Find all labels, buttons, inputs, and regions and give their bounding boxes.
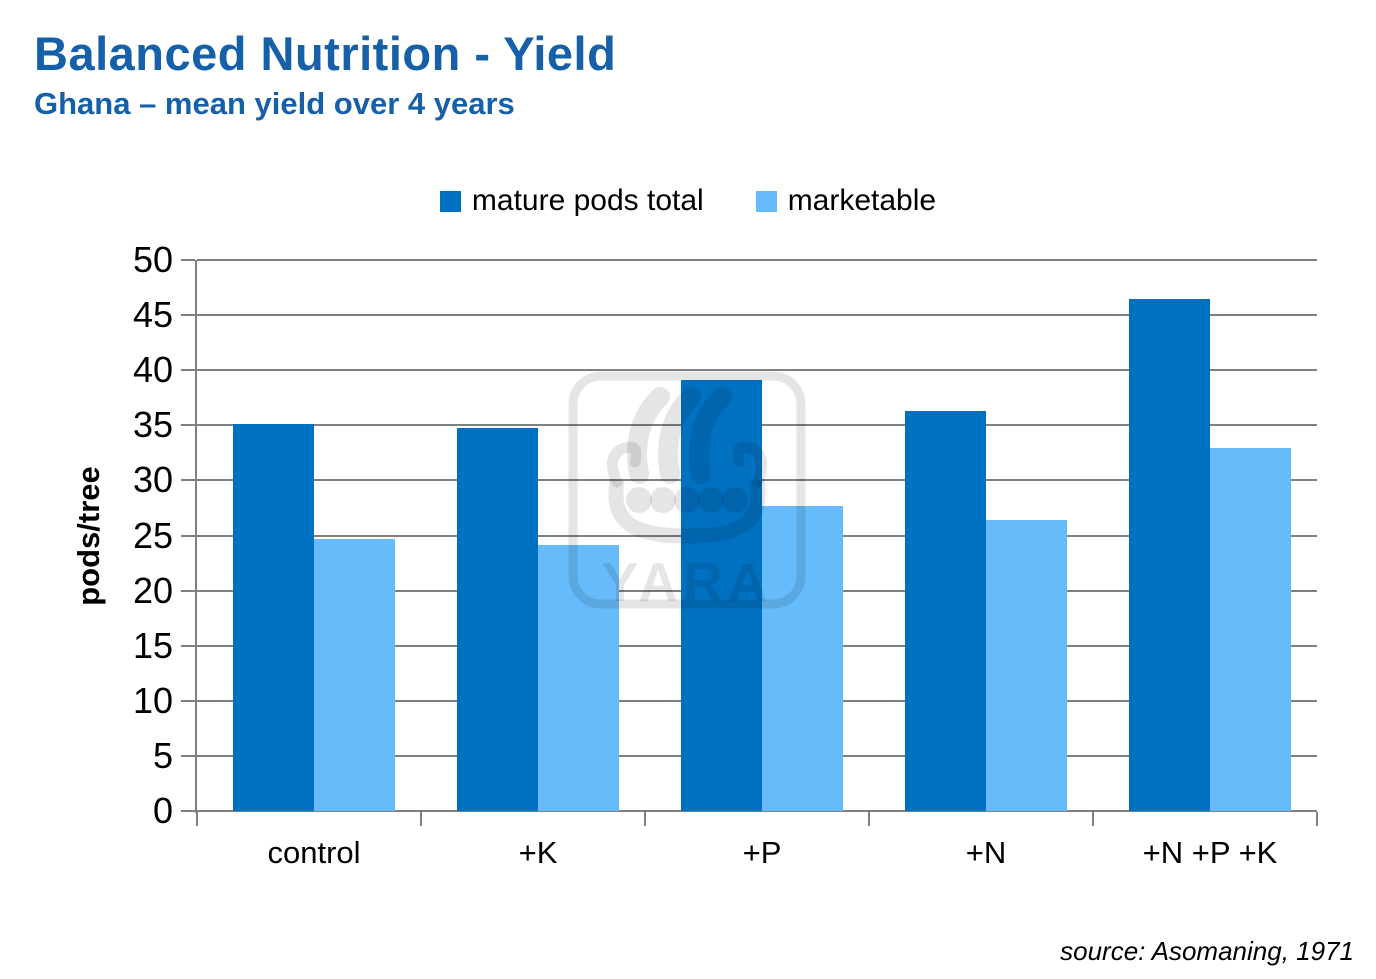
y-axis-line bbox=[195, 260, 197, 813]
x-category-label-+N: +N bbox=[965, 835, 1007, 870]
x-tick-4 bbox=[1092, 812, 1094, 826]
y-tick-20 bbox=[181, 589, 195, 592]
bar-mature-pods-total-control bbox=[233, 424, 314, 811]
y-tick-label-40: 40 bbox=[132, 349, 173, 391]
y-tick-label-5: 5 bbox=[152, 734, 173, 776]
y-tick-label-45: 45 bbox=[132, 294, 173, 336]
x-category-label-+P: +P bbox=[742, 835, 782, 870]
y-tick-label-35: 35 bbox=[132, 404, 173, 446]
y-tick-0 bbox=[181, 810, 195, 812]
y-tick-30 bbox=[181, 479, 195, 482]
bar-mature-pods-total-+K bbox=[457, 427, 538, 811]
x-tick-2 bbox=[644, 812, 646, 826]
legend-label-mature-pods-total: mature pods total bbox=[471, 184, 704, 217]
x-category-label-control: control bbox=[267, 835, 361, 870]
bar-marketable-+K bbox=[538, 545, 619, 811]
y-tick-label-20: 20 bbox=[132, 569, 173, 611]
y-tick-45 bbox=[181, 314, 195, 317]
x-category-label-+N+P+K: +N +P +K bbox=[1142, 835, 1278, 870]
y-tick-label-15: 15 bbox=[132, 624, 173, 666]
gridline-45 bbox=[197, 314, 1317, 317]
y-axis-title: pods/tree bbox=[71, 466, 106, 606]
bar-marketable-+P bbox=[762, 505, 843, 811]
x-tick-3 bbox=[868, 812, 870, 826]
gridline-40 bbox=[197, 369, 1317, 372]
legend-label-marketable: marketable bbox=[787, 184, 937, 217]
y-tick-50 bbox=[181, 259, 195, 261]
x-axis-line bbox=[195, 810, 1317, 812]
y-tick-label-0: 0 bbox=[152, 790, 173, 831]
y-tick-label-50: 50 bbox=[132, 239, 173, 280]
page-subtitle: Ghana – mean yield over 4 years bbox=[34, 86, 515, 121]
legend-swatch-mature-pods-total bbox=[439, 190, 461, 212]
y-tick-label-10: 10 bbox=[132, 679, 173, 721]
page-title: Balanced Nutrition - Yield bbox=[34, 27, 617, 80]
bar-mature-pods-total-+N bbox=[905, 410, 986, 811]
y-tick-10 bbox=[181, 699, 195, 702]
bar-marketable-control bbox=[314, 538, 395, 811]
legend-item-marketable: marketable bbox=[755, 184, 937, 218]
y-tick-5 bbox=[181, 754, 195, 757]
y-tick-35 bbox=[181, 424, 195, 427]
y-tick-label-25: 25 bbox=[132, 514, 173, 556]
x-category-label-+K: +K bbox=[518, 835, 558, 870]
legend: mature pods total marketable bbox=[0, 184, 1376, 218]
legend-swatch-marketable bbox=[755, 190, 777, 212]
bar-marketable-+N+P+K bbox=[1210, 448, 1291, 811]
x-tick-1 bbox=[420, 812, 422, 826]
bar-mature-pods-total-+N+P+K bbox=[1129, 298, 1210, 811]
y-tick-label-30: 30 bbox=[132, 459, 173, 501]
x-tick-5 bbox=[1316, 812, 1318, 826]
bar-mature-pods-total-+P bbox=[681, 380, 762, 811]
y-tick-25 bbox=[181, 534, 195, 537]
x-tick-0 bbox=[196, 812, 198, 826]
source-note: source: Asomaning, 1971 bbox=[1060, 936, 1354, 966]
y-tick-15 bbox=[181, 644, 195, 647]
gridline-50 bbox=[197, 259, 1317, 261]
legend-item-mature-pods-total: mature pods total bbox=[439, 184, 704, 218]
y-tick-40 bbox=[181, 369, 195, 372]
bar-marketable-+N bbox=[986, 520, 1067, 811]
plot-area: 0 5 10 15 20 25 30 35 40 45 50 control +K +P +N +N +P +… bbox=[133, 240, 1318, 870]
